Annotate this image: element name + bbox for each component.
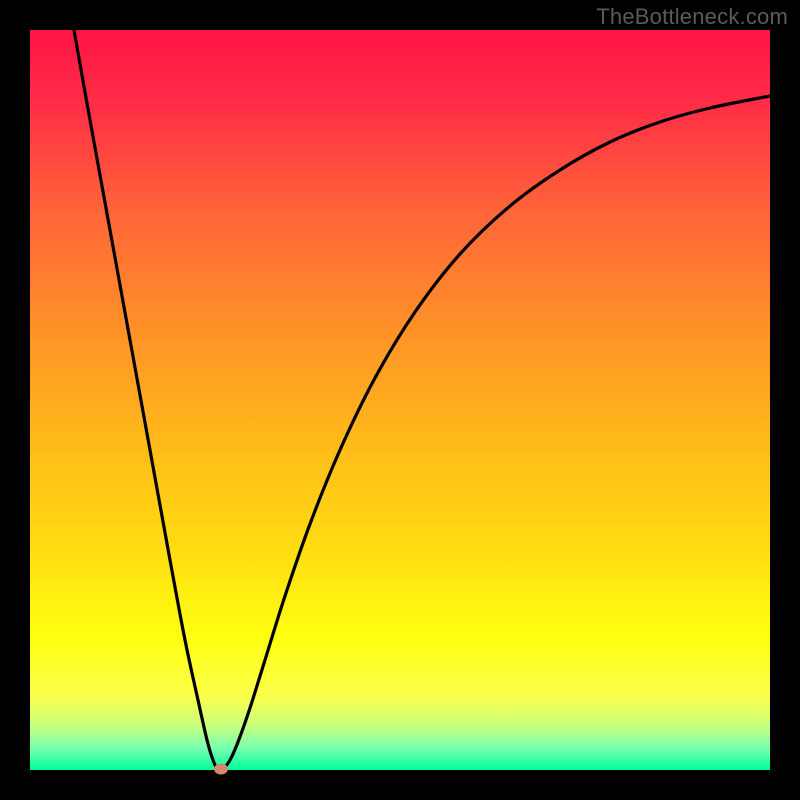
minimum-marker	[214, 764, 228, 775]
bottleneck-chart: TheBottleneck.com	[0, 0, 800, 800]
chart-svg	[0, 0, 800, 800]
watermark-text: TheBottleneck.com	[596, 4, 788, 30]
